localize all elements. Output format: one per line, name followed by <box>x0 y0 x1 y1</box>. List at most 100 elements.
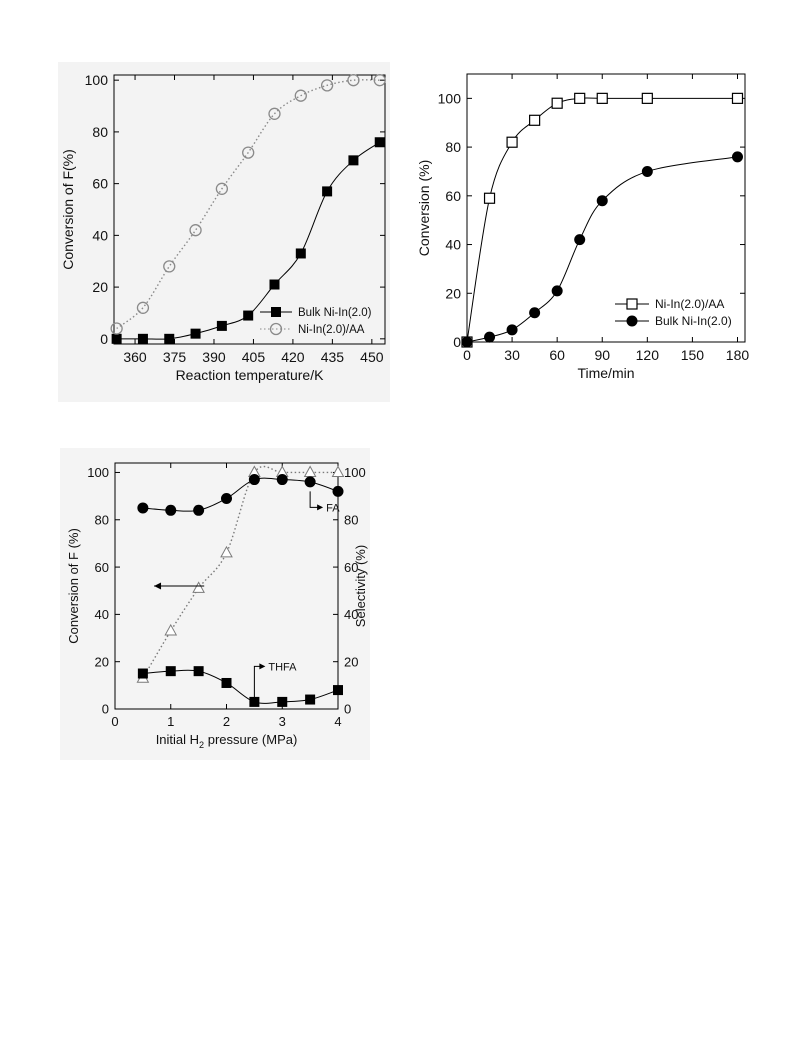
data-point <box>221 677 232 688</box>
data-point <box>276 474 288 486</box>
data-point <box>529 114 541 126</box>
legend-marker <box>626 315 638 327</box>
data-point <box>216 320 227 331</box>
data-point <box>333 685 343 696</box>
annotation-arrow-head <box>259 663 266 670</box>
y-right-tick-label: 80 <box>344 512 358 527</box>
y-tick-label: 0 <box>453 334 461 350</box>
data-point <box>193 666 204 677</box>
y-axis-label: Conversion of F(%) <box>60 149 76 270</box>
data-point <box>731 151 743 163</box>
y-axis-label: Conversion of F (%) <box>66 528 81 644</box>
annotation-label: THFA <box>268 661 297 673</box>
series-3 <box>137 666 343 707</box>
data-point <box>137 333 148 344</box>
y-tick-label: 100 <box>87 465 109 480</box>
data-point <box>165 504 177 516</box>
legend-marker <box>626 298 638 310</box>
y-tick-label: 100 <box>85 72 109 88</box>
data-point <box>110 322 123 335</box>
data-point <box>215 182 229 195</box>
data-point <box>192 581 205 593</box>
data-point <box>189 224 202 237</box>
data-point <box>137 668 148 679</box>
x-tick-label: 360 <box>123 349 147 365</box>
chart-panel-3: 0 1 2 3 4 0 20 40 60 80 100 0 20 40 60 80 100 Initial H2 … <box>60 448 370 760</box>
y-right-tick-label: 0 <box>344 702 351 717</box>
data-point <box>374 137 385 148</box>
data-point <box>483 192 496 204</box>
data-point <box>165 666 176 677</box>
data-point <box>322 186 333 197</box>
legend-label: Bulk Ni-In(2.0) <box>298 307 372 319</box>
data-point <box>529 307 541 319</box>
data-point <box>506 324 518 336</box>
data-point <box>136 301 150 314</box>
legend: Ni-In(2.0)/AA Bulk Ni-In(2.0) <box>615 297 732 328</box>
data-point <box>373 74 386 87</box>
x-tick-label: 3 <box>279 714 286 729</box>
x-tick-label: 0 <box>463 347 471 363</box>
chart-panel-2: 0 30 60 90 120 150 180 0 20 40 60 80 100 Time/min Conv… <box>412 62 752 402</box>
x-tick-label: 150 <box>681 347 705 363</box>
data-point <box>551 285 563 297</box>
series-line <box>116 79 380 330</box>
data-point <box>574 92 586 104</box>
data-point <box>190 328 201 339</box>
annotation-label: FA <box>326 502 340 514</box>
y-tick-label: 0 <box>102 702 109 717</box>
x-tick-label: 180 <box>726 347 750 363</box>
data-point <box>347 74 360 87</box>
data-point <box>164 623 178 636</box>
arrow-head <box>154 582 162 590</box>
data-point <box>137 502 149 514</box>
data-point <box>641 165 653 177</box>
x-tick-label: 0 <box>111 714 118 729</box>
data-point <box>348 155 359 166</box>
data-point <box>596 195 608 207</box>
data-point <box>461 336 473 348</box>
chart-panel-1: 360 375 390 405 420 435 450 0 20 40 60 80 100 Reactio… <box>58 62 390 402</box>
x-tick-label: 120 <box>636 347 660 363</box>
y-right-tick-label: 20 <box>344 654 358 669</box>
x-tick-label: 4 <box>334 714 341 729</box>
x-tick-label: 90 <box>594 347 610 363</box>
data-point <box>193 504 205 516</box>
annotation-arrow <box>253 665 263 702</box>
chart-svg-1: 360 375 390 405 420 435 450 0 20 40 60 80 100 Reactio… <box>60 72 386 383</box>
data-point <box>574 234 586 246</box>
data-point <box>506 136 518 148</box>
data-point <box>484 331 496 343</box>
x-tick-label: 390 <box>202 349 226 365</box>
y-right-tick-label: 100 <box>344 465 366 480</box>
x-axis-label: Reaction temperature/K <box>176 367 325 383</box>
data-point <box>332 485 344 497</box>
y-tick-label: 40 <box>95 607 109 622</box>
series-1 <box>136 465 345 683</box>
y-axis-label-right: Selectivity (%) <box>353 545 368 627</box>
data-point <box>641 92 653 104</box>
y-tick-label: 20 <box>95 654 109 669</box>
data-point <box>320 79 334 92</box>
data-point <box>269 279 280 290</box>
series-line <box>142 465 338 679</box>
x-axis-label: Initial H2 pressure (MPa) <box>156 732 298 750</box>
series-2 <box>110 74 386 335</box>
legend-marker <box>269 322 283 336</box>
y-tick-label: 20 <box>445 285 461 301</box>
y-tick-label: 60 <box>445 188 461 204</box>
data-point <box>248 474 260 486</box>
x-tick-label: 60 <box>549 347 565 363</box>
data-point <box>221 492 232 504</box>
annotation-fa: FA <box>309 491 340 514</box>
data-point <box>305 694 316 705</box>
data-point <box>243 310 254 321</box>
y-tick-label: 80 <box>92 124 108 140</box>
y-tick-label: 100 <box>438 90 462 106</box>
data-point <box>164 333 175 344</box>
data-point <box>551 97 563 109</box>
data-point <box>163 260 176 273</box>
data-point <box>111 333 122 344</box>
plot-frame <box>466 73 746 343</box>
